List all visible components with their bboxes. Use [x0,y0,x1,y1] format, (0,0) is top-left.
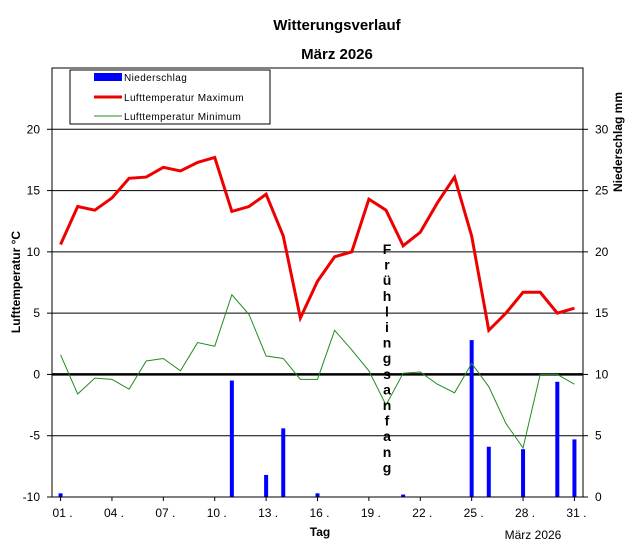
annotation-letter: F [383,241,392,257]
annotation-letter: h [383,288,392,304]
precipitation-bar [315,493,320,497]
y-axis-left-label: Lufttemperatur °C [9,231,23,333]
min-temp-line [60,293,575,450]
y-left-tick-label: -10 [23,490,41,504]
precipitation-bar [58,493,63,497]
precipitation-bars [58,340,577,497]
x-tick-label: 04 . [104,506,124,520]
chart-subtitle: März 2026 [301,46,373,63]
x-tick-label: 25 . [464,506,484,520]
precipitation-bar [281,428,286,497]
x-tick-label: 22 . [412,506,432,520]
y-right-tick-label: 15 [595,306,609,320]
y-left-tick-label: 15 [27,184,41,198]
annotation-letter: g [383,459,392,475]
y-axis-right-label: Niederschlag mm [611,92,625,192]
y-left-tick-label: 5 [33,306,40,320]
axes: -10 -5 0 5 10 15 20 0 5 10 15 20 25 30 01 . 04 . 07 . 10 … [23,122,609,520]
annotation-letter: a [383,428,391,444]
annotation-letter: g [383,350,392,366]
x-tick-label: 16 . [309,506,329,520]
x-axis-label: Tag [310,525,330,539]
y-right-tick-label: 25 [595,184,609,198]
legend-label-precipitation: Niederschlag [124,73,187,84]
legend-swatch-precipitation [94,73,122,81]
annotation-letter: n [383,397,392,413]
x-tick-label: 28 . [515,506,535,520]
x-tick-label: 10 . [207,506,227,520]
precipitation-bar [572,439,577,497]
precipitation-bar [521,449,526,497]
y-left-tick-label: 0 [33,367,40,381]
y-right-tick-label: 10 [595,367,609,381]
legend: Niederschlag Lufttemperatur Maximum Luft… [69,69,271,125]
precipitation-bar [401,494,406,497]
x-tick-label: 01 . [53,506,73,520]
annotation-letter: i [385,319,389,335]
y-left-tick-label: 10 [27,245,41,259]
precipitation-bar [469,340,474,497]
footer-month-label: März 2026 [505,528,562,540]
annotation-letter: r [384,257,390,273]
y-left-tick-label: 20 [27,122,41,136]
annotation-letter: f [385,413,390,429]
y-right-tick-label: 5 [595,429,602,443]
annotation-letter: n [383,444,392,460]
y-right-tick-label: 30 [595,122,609,136]
precipitation-bar [229,380,234,497]
max-temp-line [59,155,575,334]
grid-lines [52,128,583,437]
x-tick-label: 07 . [155,506,175,520]
precipitation-bar [264,474,269,497]
annotation-letter: n [383,335,392,351]
temperature-lines [59,155,575,450]
annotation-letter: s [383,366,391,382]
x-tick-label: 19 . [361,506,381,520]
annotation-letter: a [383,381,391,397]
legend-label-min-temp: Lufttemperatur Minimum [124,112,241,123]
y-right-tick-label: 0 [595,490,602,504]
y-right-tick-label: 20 [595,245,609,259]
legend-label-max-temp: Lufttemperatur Maximum [124,93,244,104]
x-tick-label: 13 . [258,506,278,520]
precipitation-bar [486,446,491,497]
x-tick-label: 31 . [566,506,586,520]
precipitation-bar [555,381,560,497]
annotation-letter: l [385,303,389,319]
chart-title: Witterungsverlauf [273,17,401,34]
annotation-letter: ü [383,272,392,288]
y-left-tick-label: -5 [29,429,40,443]
